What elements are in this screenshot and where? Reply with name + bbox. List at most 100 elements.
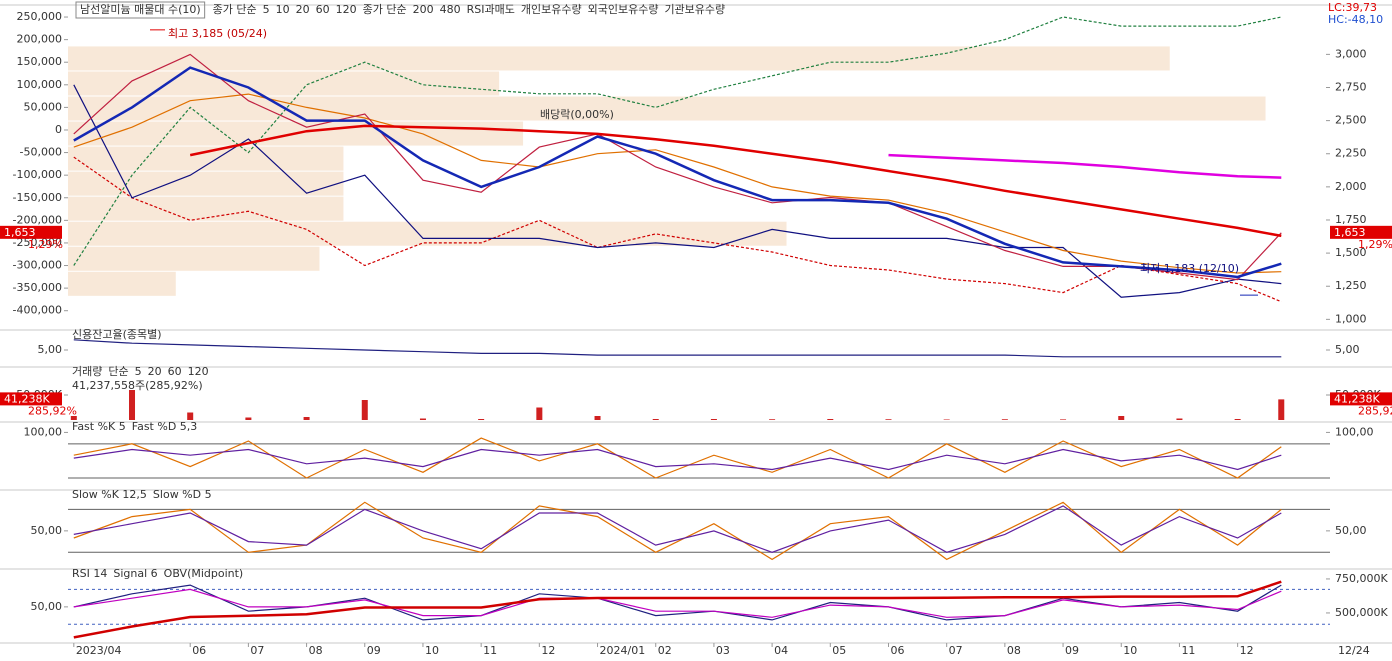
volume-bar	[594, 416, 601, 420]
volume-bar	[70, 416, 77, 420]
y2-tick-label: 2,250	[1335, 147, 1367, 160]
y-tick-label: -200,000	[13, 213, 62, 226]
legend-entry: Slow %K 12,5	[72, 488, 147, 501]
legend-entry: RSI 14	[72, 567, 107, 580]
volume-bar	[1060, 419, 1067, 420]
volume-bar	[478, 419, 485, 420]
legend-entry: 5	[135, 365, 142, 378]
volume-info: 41,237,558주(285,92%)	[72, 379, 203, 392]
legend-entry: 10	[276, 3, 290, 16]
volume-bar	[536, 407, 543, 420]
volume-bar	[303, 417, 310, 420]
y-tick-label: 100,00	[24, 425, 63, 438]
y-tick-label: 50,00	[31, 600, 63, 613]
legend-entry: Fast %D 5,3	[132, 420, 198, 433]
y-tick-label: 100,000	[17, 78, 63, 91]
y-tick-label: -400,000	[13, 304, 62, 317]
volume-bar	[1234, 419, 1241, 420]
series-line	[73, 156, 1282, 303]
current-value-label: 41,238K	[4, 392, 50, 405]
y-tick-label: -250,000	[13, 236, 62, 249]
volume-bar	[1176, 418, 1183, 420]
current-change-label: 1,29%	[1358, 238, 1392, 251]
legend-entry: 120	[336, 3, 357, 16]
volume-profile-bar	[68, 196, 344, 221]
legend-entry: 5	[263, 3, 270, 16]
current-value-label: 41,238K	[1334, 392, 1380, 405]
y2-tick-label: 100,00	[1335, 425, 1374, 438]
legend-entry: 개인보유수량	[521, 3, 582, 16]
date-label: 12/24	[1338, 644, 1370, 657]
x-tick-label: 04	[774, 644, 788, 657]
x-tick-label: 07	[949, 644, 963, 657]
x-tick-label: 02	[658, 644, 672, 657]
series-line	[73, 580, 1282, 639]
y2-tick-label: 50,00	[1335, 524, 1367, 537]
volume-bar	[419, 418, 426, 420]
volume-bar	[187, 412, 194, 420]
y2-tick-label: 1,500	[1335, 246, 1367, 259]
series-line	[73, 584, 1282, 621]
y2-tick-label: 1,250	[1335, 279, 1367, 292]
series-line	[73, 16, 1282, 266]
x-tick-label: 2024/01	[600, 644, 646, 657]
series-line	[73, 437, 1282, 479]
legend-entry: 20	[296, 3, 310, 16]
legend-entry: Slow %D 5	[153, 488, 212, 501]
current-change-label: 285,92%	[1358, 404, 1392, 417]
y2-tick-label: 2,000	[1335, 180, 1367, 193]
x-tick-label: 11	[1181, 644, 1195, 657]
series-line	[888, 153, 1282, 179]
x-tick-label: 10	[1123, 644, 1137, 657]
series-line	[73, 53, 1282, 281]
volume-bar	[1278, 399, 1285, 420]
current-value-box	[0, 392, 62, 406]
x-tick-label: 12	[1240, 644, 1254, 657]
legend-entry: 200	[413, 3, 434, 16]
legend-entry: 종가 단순	[363, 3, 407, 16]
y2-tick-label: 3,000	[1335, 47, 1367, 60]
legend-entry: 신용잔고율(종목별)	[72, 328, 162, 341]
y2-tick-label: 1,750	[1335, 213, 1367, 226]
volume-profile-bar	[68, 271, 176, 296]
x-tick-label: 12	[541, 644, 555, 657]
event-label: 배당락(0,00%)	[540, 108, 614, 121]
y-tick-label: -150,000	[13, 191, 62, 204]
x-tick-label: 11	[483, 644, 497, 657]
legend-entry: 60	[316, 3, 330, 16]
series-line	[73, 505, 1282, 553]
volume-bar	[710, 419, 717, 420]
volume-bar	[361, 400, 368, 420]
legend-entry: 60	[168, 365, 182, 378]
volume-profile-bar	[68, 221, 787, 246]
x-tick-label: 07	[250, 644, 264, 657]
volume-bar	[245, 417, 252, 420]
y2-tick-label: 1,000	[1335, 312, 1367, 325]
legend-entry: 거래량	[72, 365, 102, 378]
legend-entry: 종가 단순	[213, 3, 257, 16]
current-value-label: 1,653	[4, 226, 36, 239]
legend-entry: OBV(Midpoint)	[164, 567, 244, 580]
current-value-box	[1330, 392, 1392, 406]
legend-entry: 480	[440, 3, 461, 16]
legend-entry: 기관보유수량	[664, 3, 725, 16]
volume-profile-bar	[68, 146, 344, 171]
volume-profile-bar	[68, 246, 320, 271]
series-line	[189, 124, 1282, 238]
volume-bar	[129, 390, 136, 420]
series-line	[73, 339, 1282, 358]
y2-tick-label: 5,00	[1335, 343, 1360, 356]
x-tick-label: 03	[716, 644, 730, 657]
series-line	[73, 448, 1282, 471]
series-line	[73, 93, 1282, 274]
volume-profile-bar	[68, 171, 344, 196]
y-tick-label: -350,000	[13, 281, 62, 294]
y-tick-label: -50,000	[20, 146, 62, 159]
volume-bar	[827, 419, 834, 420]
volume-bar	[885, 419, 892, 420]
x-tick-label: 09	[1065, 644, 1079, 657]
x-tick-label: 10	[425, 644, 439, 657]
series-line	[73, 588, 1282, 618]
y2-tick-label: 500,000K	[1335, 606, 1388, 619]
